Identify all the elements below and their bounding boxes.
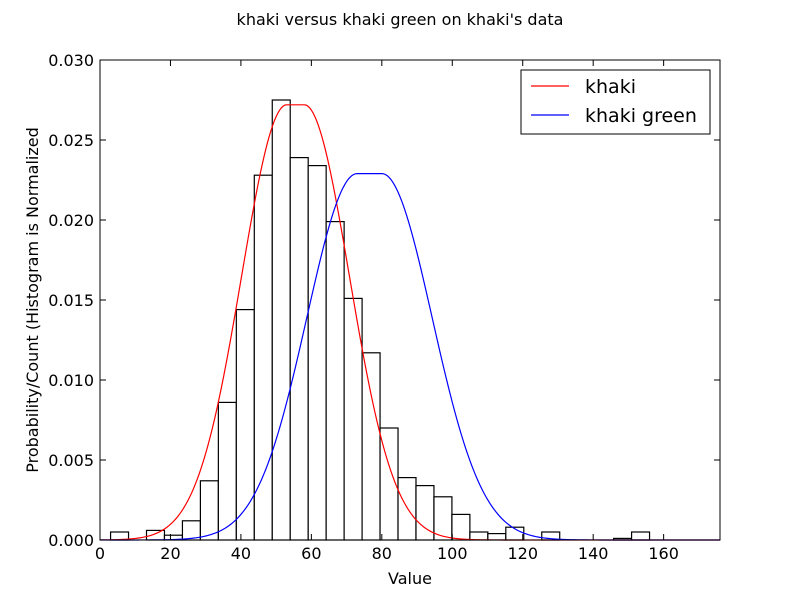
y-tick-label: 0.030: [48, 51, 94, 70]
x-tick-label: 120: [507, 544, 538, 563]
histogram-bar: [199, 480, 219, 541]
histogram-bars: [109, 99, 651, 541]
legend-label-khaki: khaki: [585, 76, 636, 98]
x-tick-label: 160: [648, 544, 679, 563]
y-tick-label: 0.015: [48, 291, 94, 310]
x-tick-label: 60: [301, 544, 321, 563]
x-axis-label: Value: [388, 569, 432, 588]
histogram-bar: [325, 221, 345, 541]
legend-box: [520, 69, 711, 135]
histogram-bar: [451, 513, 471, 541]
chart-title: khaki versus khaki green on khaki's data: [237, 10, 564, 29]
y-tick-label: 0.020: [48, 211, 94, 230]
histogram-bar: [271, 99, 291, 541]
legend: khaki khaki green: [520, 69, 711, 135]
x-tick-label: 40: [231, 544, 251, 563]
axis-ticks: 0 20 40 60 80 100 120 140 160 0.000 0.005 0.010 0.01…: [48, 51, 720, 563]
histogram-bar: [235, 309, 255, 541]
density-curves: [99, 104, 720, 541]
x-tick-label: 20: [160, 544, 180, 563]
y-tick-label: 0.005: [48, 451, 94, 470]
x-tick-label: 140: [578, 544, 609, 563]
y-axis-label: Probability/Count (Histogram is Normaliz…: [23, 127, 42, 473]
series-line-khaki: [99, 104, 720, 541]
histogram-bar: [397, 477, 417, 541]
legend-label-khaki-green: khaki green: [585, 105, 697, 127]
histogram-bar: [307, 165, 327, 541]
histogram-bar: [253, 174, 273, 541]
y-tick-label: 0.000: [48, 531, 94, 550]
histogram-bar: [145, 529, 166, 541]
x-tick-label: 80: [372, 544, 392, 563]
histogram-bar: [361, 352, 381, 541]
y-tick-label: 0.010: [48, 371, 94, 390]
histogram-bar: [630, 531, 651, 541]
y-tick-label: 0.025: [48, 131, 94, 150]
x-tick-label: 0: [95, 544, 105, 563]
x-tick-label: 100: [437, 544, 468, 563]
histogram-bar: [487, 532, 507, 541]
histogram-bar: [217, 401, 237, 541]
histogram-bar: [469, 531, 489, 541]
